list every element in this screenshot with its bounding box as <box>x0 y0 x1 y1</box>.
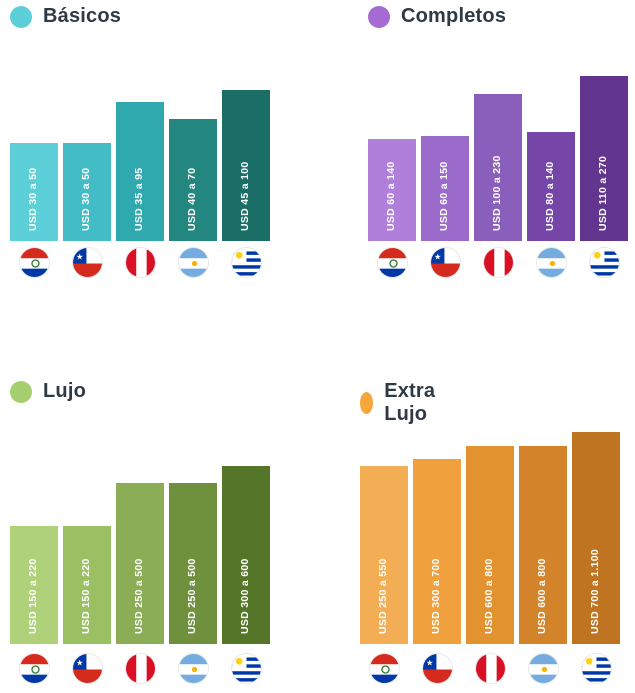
bar-label: USD 30 a 50 <box>80 167 92 231</box>
bar-chile <box>63 526 111 644</box>
flag-argentina-icon <box>527 653 559 684</box>
flag-peru-icon <box>474 653 506 684</box>
bar-argentina <box>527 132 575 241</box>
bar-label: USD 700 a 1.100 <box>589 548 601 634</box>
bar-label: USD 110 a 270 <box>597 155 609 231</box>
flag-argentina-icon <box>177 247 209 278</box>
flag-argentina-icon <box>177 653 209 684</box>
bar-label: USD 250 a 500 <box>186 558 198 634</box>
bar-paraguay <box>10 526 58 644</box>
bar-label: USD 35 a 95 <box>133 167 145 231</box>
flag-uruguay-icon <box>588 247 620 278</box>
bar-argentina <box>169 482 217 644</box>
bar-peru <box>474 93 522 241</box>
legend-dot <box>10 5 32 28</box>
bar-uruguay <box>222 90 270 241</box>
flag-chile-icon: ★ <box>421 653 453 684</box>
bar-uruguay <box>572 432 620 644</box>
svg-text:★: ★ <box>76 658 83 667</box>
panel-header: Lujo <box>10 380 86 403</box>
bar-argentina <box>169 118 217 241</box>
flag-chile-icon: ★ <box>429 247 461 278</box>
svg-text:★: ★ <box>76 252 83 261</box>
panel-header: Básicos <box>10 5 121 28</box>
panel-title: Extra Lujo <box>384 380 436 425</box>
flag-paraguay-icon <box>18 653 50 684</box>
flag-argentina-icon <box>535 247 567 278</box>
flag-peru-icon <box>124 653 156 684</box>
bar-peru <box>116 482 164 644</box>
legend-dot <box>368 5 390 28</box>
bar-label: USD 60 a 150 <box>438 161 450 231</box>
bar-paraguay <box>360 466 408 644</box>
svg-text:★: ★ <box>434 252 441 261</box>
bar-paraguay <box>10 143 58 241</box>
bar-label: USD 300 a 700 <box>430 558 442 634</box>
bar-label: USD 40 a 70 <box>186 167 198 231</box>
bar-label: USD 80 a 140 <box>544 161 556 231</box>
flag-paraguay-icon <box>376 247 408 278</box>
legend-dot <box>10 380 32 403</box>
bar-label: USD 250 a 500 <box>133 558 145 634</box>
bar-label: USD 300 a 600 <box>239 558 251 634</box>
flag-uruguay-icon <box>230 653 262 684</box>
bar-paraguay <box>368 139 416 241</box>
flag-uruguay-icon <box>580 653 612 684</box>
bar-label: USD 60 a 140 <box>385 161 397 231</box>
flag-chile-icon: ★ <box>71 247 103 278</box>
flag-peru-icon <box>482 247 514 278</box>
flag-paraguay-icon <box>368 653 400 684</box>
legend-dot <box>360 392 374 414</box>
bar-label: USD 30 a 50 <box>27 167 39 231</box>
bar-label: USD 600 a 800 <box>536 558 548 634</box>
flag-uruguay-icon <box>230 247 262 278</box>
bar-label: USD 250 a 550 <box>377 558 389 634</box>
flag-paraguay-icon <box>18 247 50 278</box>
bar-chile <box>63 143 111 241</box>
bar-uruguay <box>222 466 270 644</box>
panel-header: Extra Lujo <box>360 380 444 426</box>
panel-title: Lujo <box>43 380 87 402</box>
bar-peru <box>116 102 164 241</box>
bar-label: USD 600 a 800 <box>483 558 495 634</box>
panel-header: Completos <box>368 5 506 28</box>
panel-title: Básicos <box>43 5 122 27</box>
svg-text:★: ★ <box>426 658 433 667</box>
bar-label: USD 45 a 100 <box>239 161 251 231</box>
bar-label: USD 150 a 220 <box>80 558 92 634</box>
bar-label: USD 150 a 220 <box>27 558 39 634</box>
bar-peru <box>466 445 514 644</box>
bar-argentina <box>519 445 567 644</box>
panel-title: Completos <box>401 5 507 27</box>
flag-peru-icon <box>124 247 156 278</box>
bar-chile <box>413 459 461 644</box>
bar-chile <box>421 135 469 241</box>
bar-uruguay <box>580 76 628 241</box>
bar-label: USD 100 a 230 <box>491 155 503 231</box>
flag-chile-icon: ★ <box>71 653 103 684</box>
